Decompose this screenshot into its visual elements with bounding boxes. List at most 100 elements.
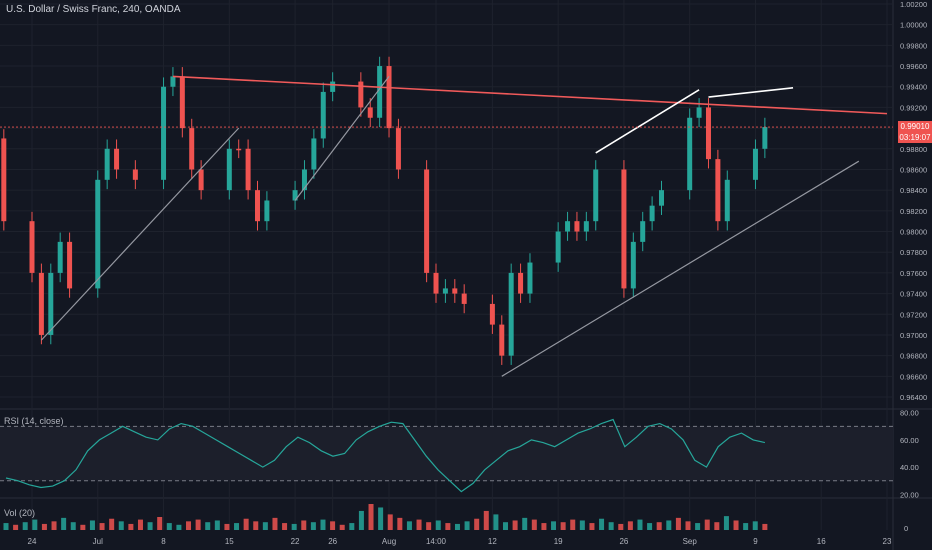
rsi-pane-label: RSI (14, close) (4, 416, 64, 426)
volume-bar (234, 523, 240, 530)
volume-bar (752, 521, 758, 530)
candle (752, 148, 758, 180)
candle (424, 169, 430, 273)
candle (104, 148, 110, 180)
volume-bar (368, 504, 374, 530)
volume-bar (666, 520, 672, 530)
volume-bar (397, 517, 403, 530)
volume-bar (80, 524, 86, 530)
candle (386, 66, 392, 129)
candle (621, 169, 627, 289)
candle (170, 76, 176, 87)
volume-bar (166, 523, 172, 530)
candle (198, 169, 204, 191)
x-tick-label: 24 (28, 537, 37, 546)
volume-bar (733, 520, 739, 530)
volume-bar (272, 517, 278, 530)
rsi-tick-label: 60.00 (900, 436, 919, 445)
candle (696, 107, 702, 118)
volume-bar (426, 522, 432, 530)
candle (245, 148, 251, 191)
x-tick-label: Aug (382, 537, 396, 546)
volume-bar (147, 522, 153, 530)
candle (724, 179, 730, 222)
candle (226, 148, 232, 191)
candle (29, 221, 35, 273)
candle (1, 138, 7, 222)
volume-bar (109, 518, 115, 530)
candle (264, 200, 270, 222)
higher-high-1-trendline (595, 89, 700, 154)
candle (583, 221, 589, 232)
y-tick-label: 0.97800 (900, 248, 927, 257)
rsi-band (0, 426, 893, 481)
volume-bar (723, 516, 729, 530)
volume-bar (243, 518, 249, 530)
candle (132, 169, 138, 180)
y-tick-label: 1.00000 (900, 21, 927, 30)
candle (461, 293, 467, 304)
x-tick-label: 15 (225, 537, 234, 546)
candle (659, 190, 665, 206)
y-tick-label: 1.00200 (900, 0, 927, 9)
volume-bar (195, 519, 201, 530)
volume-bar (32, 519, 38, 530)
higher-high-2-trendline (708, 86, 794, 98)
volume-bar (262, 522, 268, 530)
volume-bar (378, 507, 384, 530)
volume-bar (608, 522, 614, 530)
volume-bar (685, 521, 691, 530)
volume-bar (70, 522, 76, 530)
candle (358, 81, 364, 108)
chart-title: U.S. Dollar / Swiss Franc, 240, OANDA (6, 4, 181, 15)
volume-tick-label: 0 (904, 524, 908, 533)
x-tick-label: 16 (817, 537, 826, 546)
candle (236, 148, 242, 151)
volume-bar (464, 521, 470, 530)
volume-bar (589, 523, 595, 530)
candle (593, 169, 599, 222)
candle (555, 231, 561, 263)
candle (433, 272, 439, 294)
volume-bar (320, 519, 326, 530)
y-tick-label: 0.97000 (900, 331, 927, 340)
candle (320, 91, 326, 139)
volume-bar (551, 521, 557, 530)
x-tick-label: 12 (488, 537, 497, 546)
volume-bar (186, 521, 192, 530)
rsi-tick-label: 20.00 (900, 490, 919, 499)
candle (640, 221, 646, 242)
candle (527, 262, 533, 294)
volume-bar (339, 524, 345, 530)
x-tick-label: Sep (683, 537, 698, 546)
y-tick-label: 0.96400 (900, 393, 927, 402)
candle (67, 241, 73, 289)
candle (518, 272, 524, 294)
volume-bar (330, 521, 336, 530)
volume-bar (675, 517, 681, 530)
volume-bar (435, 520, 441, 530)
volume-bar (637, 519, 643, 530)
candle (508, 272, 514, 356)
volume-bar (618, 523, 624, 530)
volume-bar (560, 522, 566, 530)
volume-bar (137, 519, 143, 530)
rsi-tick-label: 80.00 (900, 409, 919, 418)
y-tick-label: 0.99600 (900, 62, 927, 71)
y-tick-label: 0.98600 (900, 165, 927, 174)
volume-bar (157, 517, 163, 530)
candle (161, 86, 167, 180)
y-tick-label: 0.97600 (900, 269, 927, 278)
volume-bar (349, 523, 355, 530)
y-tick-label: 0.96600 (900, 372, 927, 381)
y-tick-label: 0.99800 (900, 41, 927, 50)
volume-bar (599, 518, 605, 530)
rsi-line (5, 418, 766, 493)
volume-pane-label: Vol (20) (4, 508, 36, 518)
volume-bar (762, 523, 768, 530)
volume-bar (714, 522, 720, 530)
volume-bar (282, 523, 288, 530)
volume-bar (291, 523, 297, 530)
candle (499, 324, 505, 356)
